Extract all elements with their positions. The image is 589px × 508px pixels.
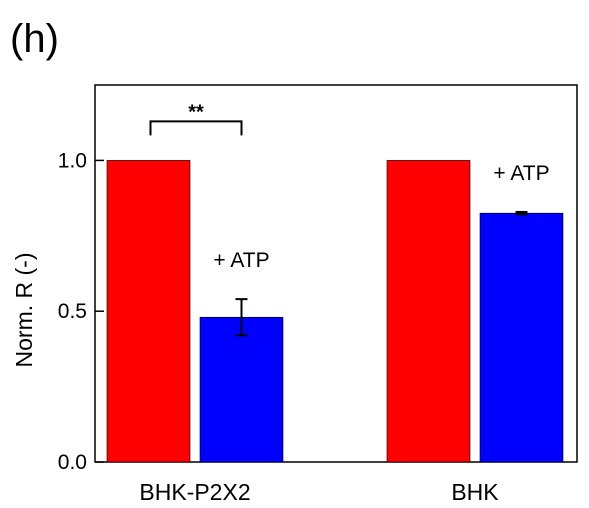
- category-label: BHK: [451, 479, 499, 505]
- axes: [94, 84, 578, 463]
- y-axis-label: Norm. R (-): [11, 253, 37, 368]
- atp-annotation: + ATP: [213, 249, 269, 272]
- y-ticks: 0.0 0.5 1.0: [58, 149, 104, 474]
- panel-label: (h): [10, 17, 59, 61]
- y-tick-label: 0.5: [58, 300, 87, 323]
- y-tick-label: 1.0: [58, 149, 87, 172]
- bar: [199, 316, 284, 463]
- significance-bracket: [149, 120, 243, 136]
- bars: [106, 160, 564, 463]
- bar: [106, 160, 191, 463]
- plot-frame: [94, 84, 578, 463]
- bar: [386, 160, 471, 463]
- bar: [479, 212, 564, 463]
- significance-marker: **: [188, 101, 204, 123]
- atp-annotation: + ATP: [493, 162, 549, 185]
- annotations: + ATP + ATP **: [149, 101, 550, 272]
- category-label: BHK-P2X2: [139, 479, 250, 505]
- y-tick-label: 0.0: [58, 451, 87, 474]
- category-labels: BHK-P2X2 BHK: [139, 479, 499, 505]
